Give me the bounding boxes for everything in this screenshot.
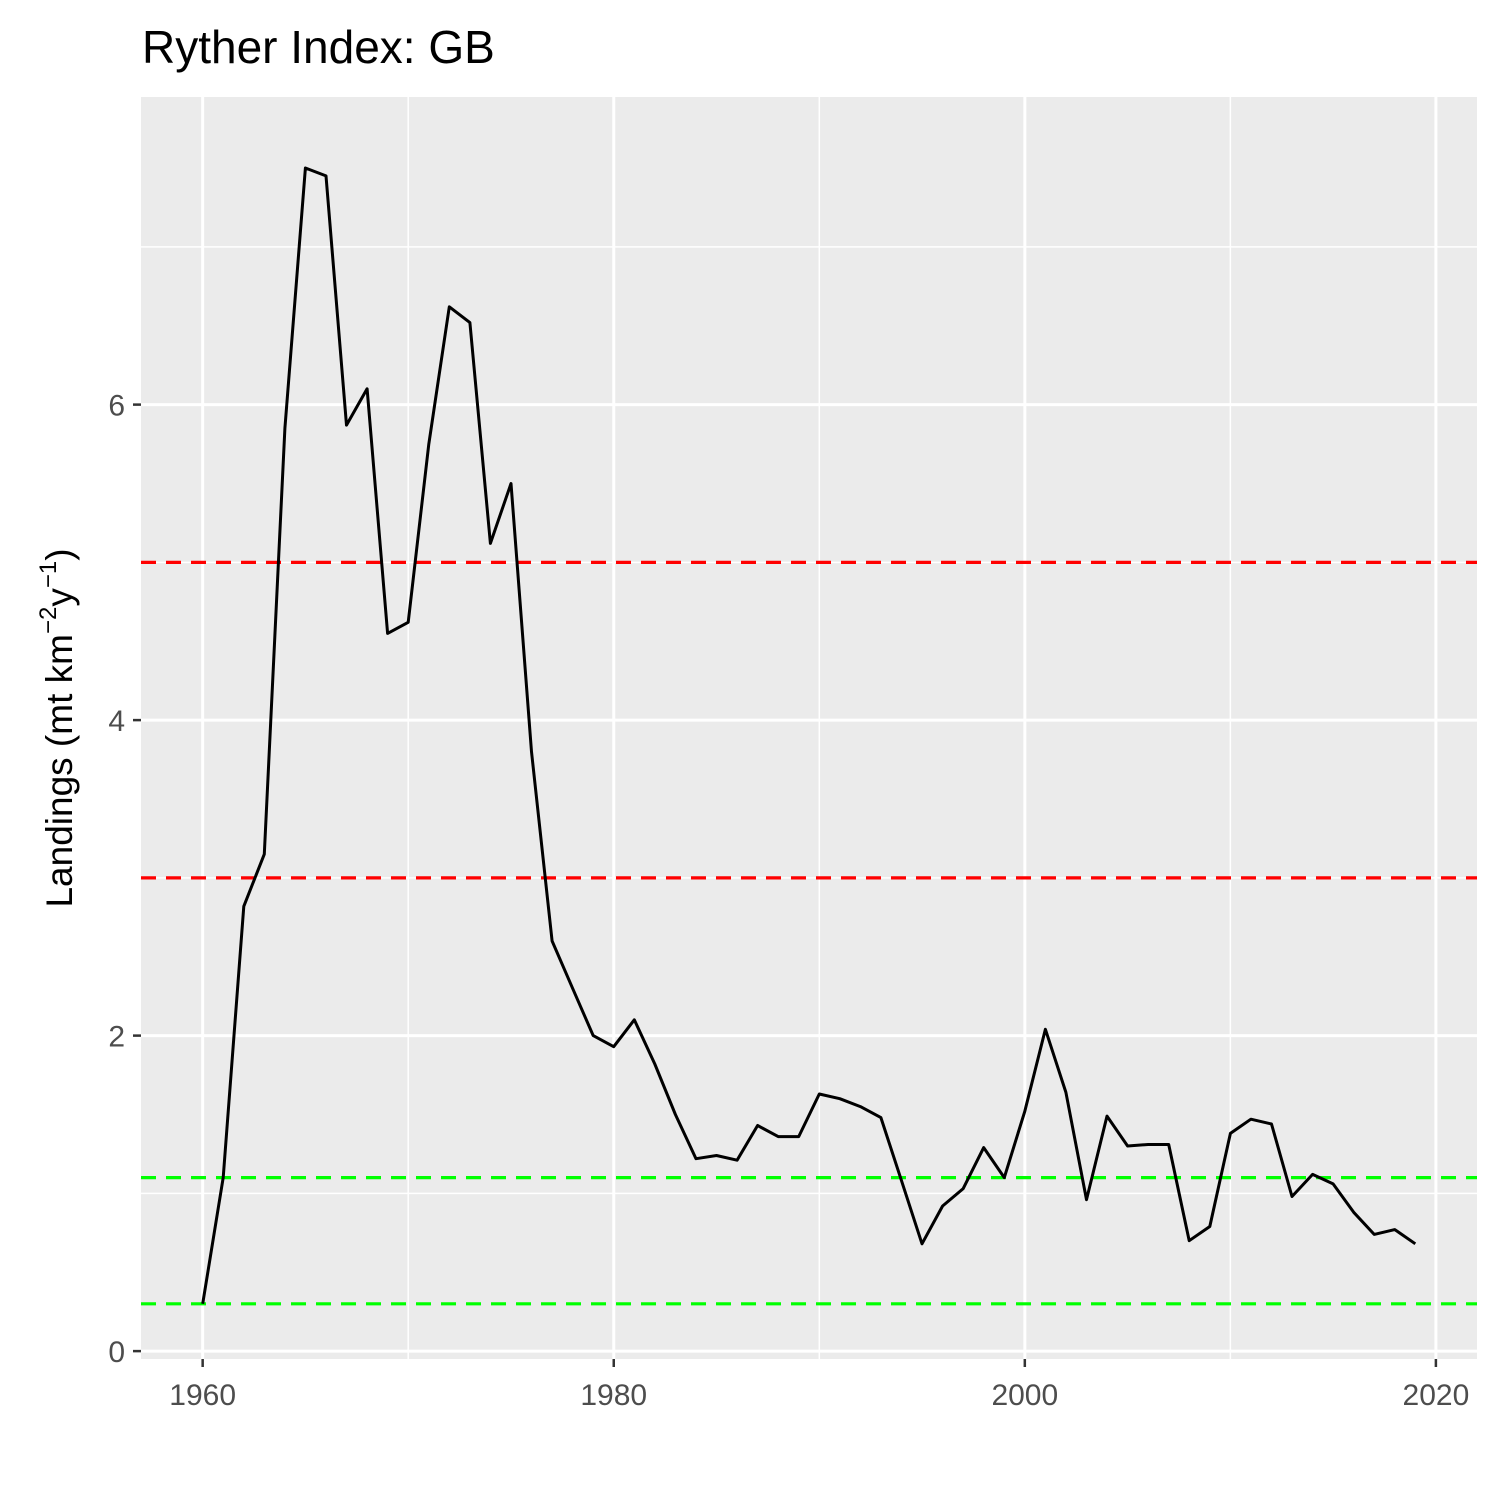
x-tick-label: 2020	[1403, 1379, 1470, 1412]
y-tick-label: 4	[108, 705, 125, 738]
y-axis-label-prefix: Landings (mt km	[39, 634, 80, 908]
y-tick-label: 0	[108, 1336, 125, 1369]
x-tick-label: 1980	[580, 1379, 647, 1412]
y-axis-label: Landings (mt km−2y−1)	[35, 548, 80, 907]
y-axis-label-sup1: −2	[35, 607, 62, 634]
chart-title: Ryther Index: GB	[142, 21, 495, 73]
minor-gridlines	[141, 97, 1477, 1359]
y-tick-label: 2	[108, 1021, 125, 1054]
y-axis-label-mid: y	[39, 588, 80, 607]
reference-lines	[141, 560, 1477, 1306]
y-axis-label-sup2: −1	[35, 561, 62, 588]
x-tick-label: 2000	[991, 1379, 1058, 1412]
y-tick-label: 6	[108, 390, 125, 423]
tick-labels: 1960 1980 2000 2020 0 2 4 6	[108, 390, 1469, 1412]
plot-panel	[141, 97, 1477, 1359]
axis-ticks	[133, 403, 1438, 1367]
series-layer	[201, 166, 1417, 1305]
series-line	[201, 166, 1417, 1305]
x-tick-label: 1960	[169, 1379, 236, 1412]
y-axis-label-suffix: )	[39, 548, 80, 560]
major-gridlines	[141, 97, 1477, 1359]
